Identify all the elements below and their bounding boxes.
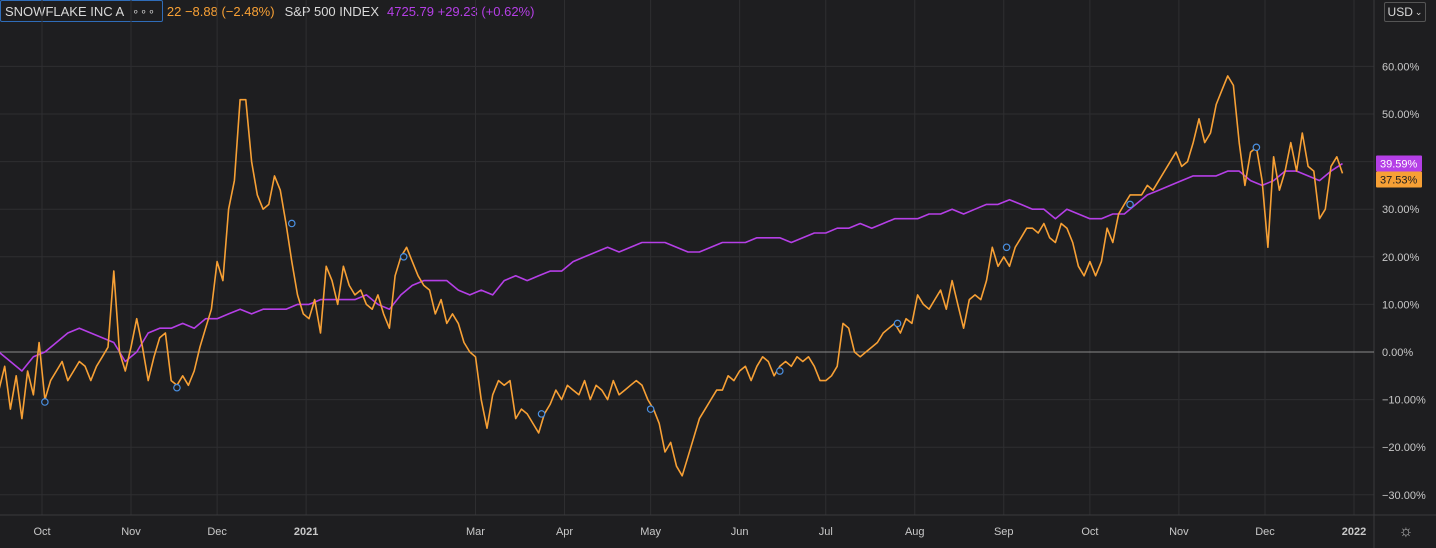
x-tick-label: Aug: [905, 526, 925, 538]
event-marker: [41, 398, 49, 406]
x-tick-label: Nov: [121, 526, 141, 538]
chevron-down-icon: ⌄: [1414, 6, 1423, 17]
x-tick-label: Jun: [731, 526, 749, 538]
y-tick-label: −20.00%: [1382, 442, 1426, 454]
more-options-icon[interactable]: ∘∘∘: [132, 5, 156, 18]
x-tick-label: Mar: [466, 526, 485, 538]
x-tick-label: Oct: [33, 526, 50, 538]
x-tick-label: Jul: [819, 526, 833, 538]
sp500-last-value-label: 39.59%: [1380, 159, 1418, 171]
event-marker: [1002, 243, 1011, 252]
event-marker: [537, 410, 546, 418]
compare-symbol-name[interactable]: S&P 500 INDEX: [284, 3, 379, 19]
y-tick-label: 0.00%: [1382, 347, 1413, 359]
y-tick-label: 10.00%: [1382, 299, 1420, 311]
event-marker: [399, 252, 408, 261]
y-tick-label: −30.00%: [1382, 490, 1426, 502]
symbol-name: SNOWFLAKE INC A: [5, 3, 125, 19]
y-tick-label: 30.00%: [1382, 204, 1420, 216]
x-tick-label: Dec: [1255, 526, 1275, 538]
event-marker: [173, 383, 181, 392]
snowflake-last-value-label: 37.53%: [1380, 175, 1418, 187]
compare-symbol-value: 4725.79 +29.23 (+0.62%): [387, 3, 535, 19]
grid-lines: [0, 0, 1374, 515]
y-tick-label: 60.00%: [1382, 61, 1420, 73]
event-marker: [287, 219, 296, 228]
symbol-selector[interactable]: SNOWFLAKE INC A ∘∘∘: [0, 0, 163, 22]
snowflake-series-line: [0, 75, 1344, 477]
x-tick-label: Dec: [207, 526, 227, 538]
event-marker: [776, 367, 784, 375]
y-tick-label: 50.00%: [1382, 109, 1420, 121]
symbol-value: 22 −8.88 (−2.48%): [166, 3, 275, 19]
y-tick-label: −10.00%: [1382, 395, 1426, 407]
x-tick-label: May: [640, 526, 661, 538]
gear-icon[interactable]: ☼: [1398, 523, 1414, 540]
currency-label: USD: [1387, 5, 1413, 19]
currency-selector[interactable]: USD ⌄: [1384, 2, 1426, 22]
x-tick-label: 2022: [1342, 526, 1366, 538]
x-tick-label: Nov: [1169, 526, 1189, 538]
x-tick-label: Oct: [1081, 526, 1098, 538]
event-marker: [893, 319, 902, 328]
snowflake-last-value-label-box: [1376, 171, 1422, 188]
event-marker: [1126, 200, 1134, 209]
y-tick-label: 20.00%: [1382, 252, 1420, 264]
chart-legend: SNOWFLAKE INC A ∘∘∘ 22 −8.88 (−2.48%) S&…: [0, 0, 534, 22]
x-tick-label: Apr: [556, 526, 573, 538]
x-tick-label: 2021: [294, 526, 318, 538]
x-tick-label: Sep: [994, 526, 1014, 538]
event-marker: [646, 405, 655, 413]
event-marker: [1252, 143, 1261, 152]
sp500-last-value-label-box: [1376, 155, 1422, 172]
